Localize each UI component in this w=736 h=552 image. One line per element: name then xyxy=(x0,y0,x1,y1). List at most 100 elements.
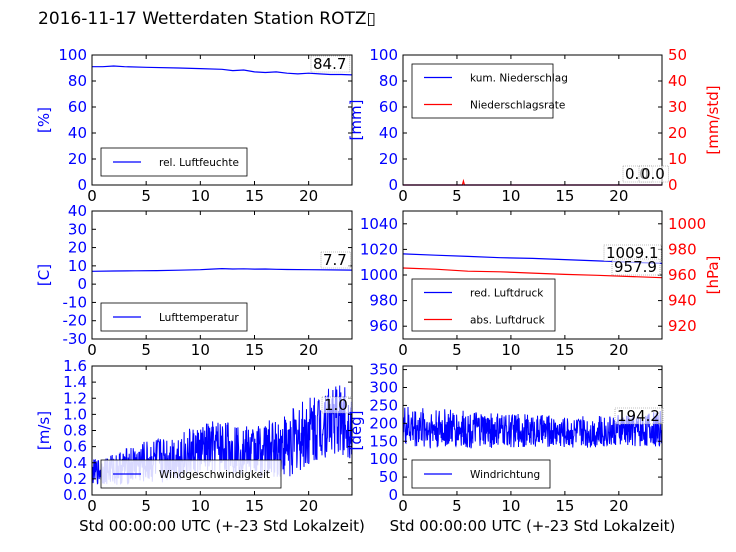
y-tick-label-precipitation-60: 60 xyxy=(379,98,398,116)
plot-frame-winddirection xyxy=(402,365,663,496)
legend-label-pressure-0: red. Luftdruck xyxy=(470,288,544,300)
end-label-box-winddirection-0 xyxy=(614,407,664,425)
x-tick-label-precipitation-20: 20 xyxy=(609,187,628,205)
x-tick-label-temperature-0: 0 xyxy=(87,341,97,359)
end-label-temperature-0: 7.7 xyxy=(323,251,347,269)
y-tick-label-humidity-20: 20 xyxy=(68,150,87,168)
y-tick-label-humidity-60: 60 xyxy=(68,98,87,116)
y2-tick-label-precipitation-50: 50 xyxy=(668,46,687,64)
x-axis-label-windspeed: Std 00:00:00 UTC (+-23 Std Lokalzeit) xyxy=(79,517,365,535)
x-tick-label-precipitation-15: 15 xyxy=(555,187,574,205)
series-line-pressure-1 xyxy=(402,267,663,279)
plot-frame-precipitation xyxy=(402,54,663,186)
legend-temperature: Lufttemperatur xyxy=(100,302,248,332)
y2-axis-label-precipitation: [mm/std] xyxy=(704,85,722,154)
y-tick-label-temperature-10: 10 xyxy=(68,257,87,275)
end-label-box-humidity-0 xyxy=(310,55,351,73)
panel-humidity: 0 5 10 15 20 0 20 40 60 80 100 [%] rel. Luftfeuchte 8… xyxy=(35,46,353,205)
panel-pressure: 0 5 10 15 20 960 980 1000 1020 1040 920 940 960 980 10… xyxy=(360,210,722,359)
end-label-humidity-0: 84.7 xyxy=(313,55,346,73)
x-tick-label-pressure-15: 15 xyxy=(555,341,574,359)
y-tick-label-precipitation-100: 100 xyxy=(369,46,398,64)
y-tick-label-winddirection-100: 100 xyxy=(369,450,398,468)
y-tick-label-pressure-1000: 1000 xyxy=(360,266,398,284)
end-label-winddirection-0: 194.2 xyxy=(617,407,660,425)
figure-title: 2016-11-17 Wetterdaten Station ROTZ▯ xyxy=(38,9,376,29)
x-tick-label-humidity-10: 10 xyxy=(191,187,210,205)
x-tick-label-winddirection-20: 20 xyxy=(609,497,628,515)
series-line-humidity-0 xyxy=(92,65,353,76)
y-tick-label-winddirection-300: 300 xyxy=(369,379,398,397)
x-tick-label-pressure-5: 5 xyxy=(452,341,462,359)
y-tick-label-windspeed-0.4: 0.4 xyxy=(63,454,87,472)
y-tick-label-temperature-0: 0 xyxy=(77,275,87,293)
legend-label-winddirection-0: Windrichtung xyxy=(470,469,540,481)
y2-axis-label-pressure: [hPa] xyxy=(704,256,722,295)
y2-tick-label-pressure-1000: 1000 xyxy=(668,215,706,233)
y-tick-label-windspeed-0: 0.0 xyxy=(63,486,87,504)
y-tick-label-temperature--20: -20 xyxy=(63,312,88,330)
x-tick-label-winddirection-5: 5 xyxy=(452,497,462,515)
y-tick-label-winddirection-250: 250 xyxy=(369,396,398,414)
panel-precipitation: 0 5 10 15 20 0 20 40 60 80 100 0 10 20 30 40 50 [mm] [mm/s… xyxy=(347,46,722,205)
y-tick-label-humidity-80: 80 xyxy=(68,72,87,90)
y-tick-label-pressure-980: 980 xyxy=(369,292,398,310)
legend-label-pressure-1: abs. Luftdruck xyxy=(470,315,546,327)
end-label-box-temperature-0 xyxy=(320,251,351,269)
y-tick-label-windspeed-0.8: 0.8 xyxy=(63,422,87,440)
y-tick-label-humidity-0: 0 xyxy=(77,176,87,194)
plot-frame-temperature xyxy=(91,210,353,340)
legend-label-precipitation-0: kum. Niederschlag xyxy=(470,73,568,85)
y2-tick-label-precipitation-40: 40 xyxy=(668,72,687,90)
end-label-box-precipitation-1 xyxy=(638,165,669,183)
x-tick-label-winddirection-10: 10 xyxy=(501,497,520,515)
legend-label-humidity-0: rel. Luftfeuchte xyxy=(159,157,239,169)
y-tick-label-humidity-100: 100 xyxy=(58,46,87,64)
x-tick-label-pressure-20: 20 xyxy=(609,341,628,359)
y-axis-label-humidity: [%] xyxy=(35,107,53,133)
x-tick-label-temperature-10: 10 xyxy=(191,341,210,359)
series-line-temperature-0 xyxy=(91,267,353,272)
y-tick-label-windspeed-0.2: 0.2 xyxy=(63,470,87,488)
y-tick-label-temperature-20: 20 xyxy=(68,239,87,257)
legend-windspeed: Windgeschwindigkeit xyxy=(100,459,282,489)
end-label-pressure-0: 1009.1 xyxy=(606,244,659,262)
x-tick-label-windspeed-15: 15 xyxy=(245,497,264,515)
y-tick-label-windspeed-1.4: 1.4 xyxy=(63,373,87,391)
y2-tick-label-precipitation-0: 0 xyxy=(668,176,678,194)
x-tick-label-temperature-15: 15 xyxy=(245,341,264,359)
legend-humidity: rel. Luftfeuchte xyxy=(100,147,248,177)
y2-tick-label-pressure-940: 940 xyxy=(668,292,697,310)
x-tick-label-humidity-5: 5 xyxy=(141,187,151,205)
y-tick-label-pressure-960: 960 xyxy=(369,317,398,335)
y-tick-label-pressure-1020: 1020 xyxy=(360,240,398,258)
y2-tick-label-precipitation-20: 20 xyxy=(668,124,687,142)
y-tick-label-winddirection-50: 50 xyxy=(379,468,398,486)
legend-winddirection: Windrichtung xyxy=(411,459,551,489)
x-tick-label-windspeed-5: 5 xyxy=(141,497,151,515)
x-tick-label-winddirection-15: 15 xyxy=(555,497,574,515)
panel-temperature: 0 5 10 15 20-30-20-10010203040[C]Lufttempera… xyxy=(35,202,353,359)
y-tick-label-winddirection-150: 150 xyxy=(369,432,398,450)
legend-label-temperature-0: Lufttemperatur xyxy=(159,312,239,324)
x-axis-label-winddirection: Std 00:00:00 UTC (+-23 Std Lokalzeit) xyxy=(390,517,676,535)
y2-tick-label-pressure-980: 980 xyxy=(668,240,697,258)
legend-label-precipitation-1: Niederschlagsrate xyxy=(470,100,565,112)
end-label-box-windspeed-0 xyxy=(321,396,352,414)
end-label-pressure-1: 957.9 xyxy=(614,258,657,276)
end-label-box-pressure-1 xyxy=(611,258,661,276)
legend-box-precipitation xyxy=(411,63,554,119)
x-tick-label-precipitation-5: 5 xyxy=(452,187,462,205)
x-tick-label-temperature-20: 20 xyxy=(299,341,318,359)
y-tick-label-precipitation-0: 0 xyxy=(388,176,398,194)
y-tick-label-humidity-40: 40 xyxy=(68,124,87,142)
y-tick-label-windspeed-1: 1.0 xyxy=(63,405,87,423)
end-label-windspeed-0: 1.0 xyxy=(324,396,348,414)
x-tick-label-winddirection-0: 0 xyxy=(398,497,408,515)
y-axis-label-winddirection: [deg] xyxy=(347,411,365,451)
y-tick-label-temperature--30: -30 xyxy=(63,330,88,348)
y-tick-label-precipitation-20: 20 xyxy=(379,150,398,168)
x-tick-label-windspeed-0: 0 xyxy=(87,497,97,515)
